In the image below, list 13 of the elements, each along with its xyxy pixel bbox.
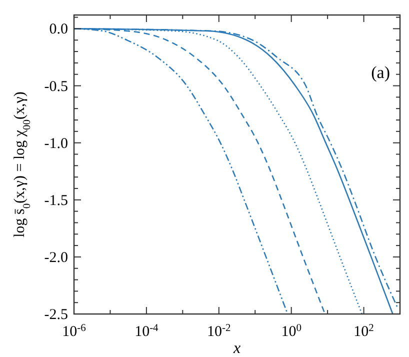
y-tick-label: -2.5 xyxy=(44,307,68,323)
x-tick-label: 10$^{0}$ xyxy=(281,322,302,340)
x-tick-label: 10$^{-4}$ xyxy=(134,322,160,340)
y-tick-label: -2.0 xyxy=(44,250,68,266)
x-axis-title: x xyxy=(232,340,241,357)
y-tick-label: 0.0 xyxy=(49,22,68,38)
annotation: (a) xyxy=(371,63,390,82)
x-tick-label: 10$^{-6}$ xyxy=(62,322,86,340)
x-tick-label: 10$^{-2}$ xyxy=(207,322,231,340)
x-tick-label: 10$^{2}$ xyxy=(354,322,374,340)
y-tick-label: -0.5 xyxy=(44,78,68,95)
y-tick-label: -1.0 xyxy=(44,136,68,152)
y-tick-label: -1.5 xyxy=(44,192,68,209)
